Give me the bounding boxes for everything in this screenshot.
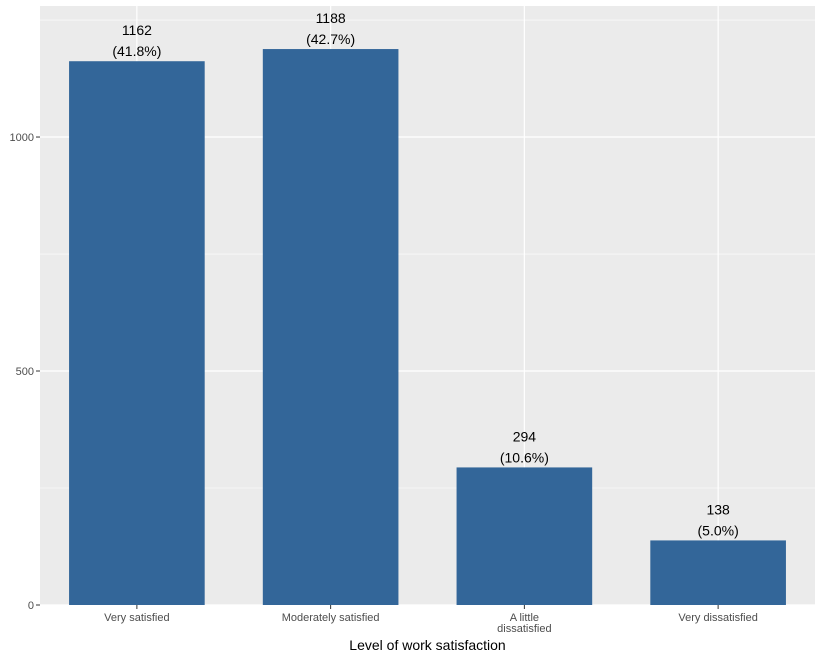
percent-label: (42.7%) [306, 31, 355, 47]
bars [69, 49, 786, 606]
bar [262, 49, 399, 606]
x-tick-label: Very dissatisfied [678, 612, 757, 624]
x-tick-label: A little [510, 612, 539, 624]
y-tick-label: 1000 [10, 132, 34, 144]
percent-label: (10.6%) [500, 449, 549, 465]
count-label: 1162 [122, 22, 152, 38]
percent-label: (41.8%) [112, 43, 161, 59]
x-axis: Very satisfied Moderately satisfied A litt… [104, 605, 758, 635]
count-label: 138 [706, 501, 730, 517]
y-tick-label: 500 [16, 366, 34, 378]
bar [456, 467, 593, 605]
x-axis-title: Level of work satisfaction [349, 637, 505, 653]
x-tick-label: Moderately satisfied [282, 612, 380, 624]
x-tick-label: Very satisfied [104, 612, 169, 624]
count-label: 294 [513, 428, 537, 444]
bar [650, 540, 786, 605]
y-tick-label: 0 [28, 600, 34, 612]
bar [69, 61, 205, 605]
count-label: 1188 [316, 10, 346, 26]
x-tick-label: dissatisfied [497, 623, 551, 635]
data-labels: 1162 (41.8%) 1188 (42.7%) 294 (10.6%) 138 (5.0%… [112, 10, 738, 538]
y-axis: 0 500 1000 [10, 132, 40, 612]
percent-label: (5.0%) [698, 522, 739, 538]
